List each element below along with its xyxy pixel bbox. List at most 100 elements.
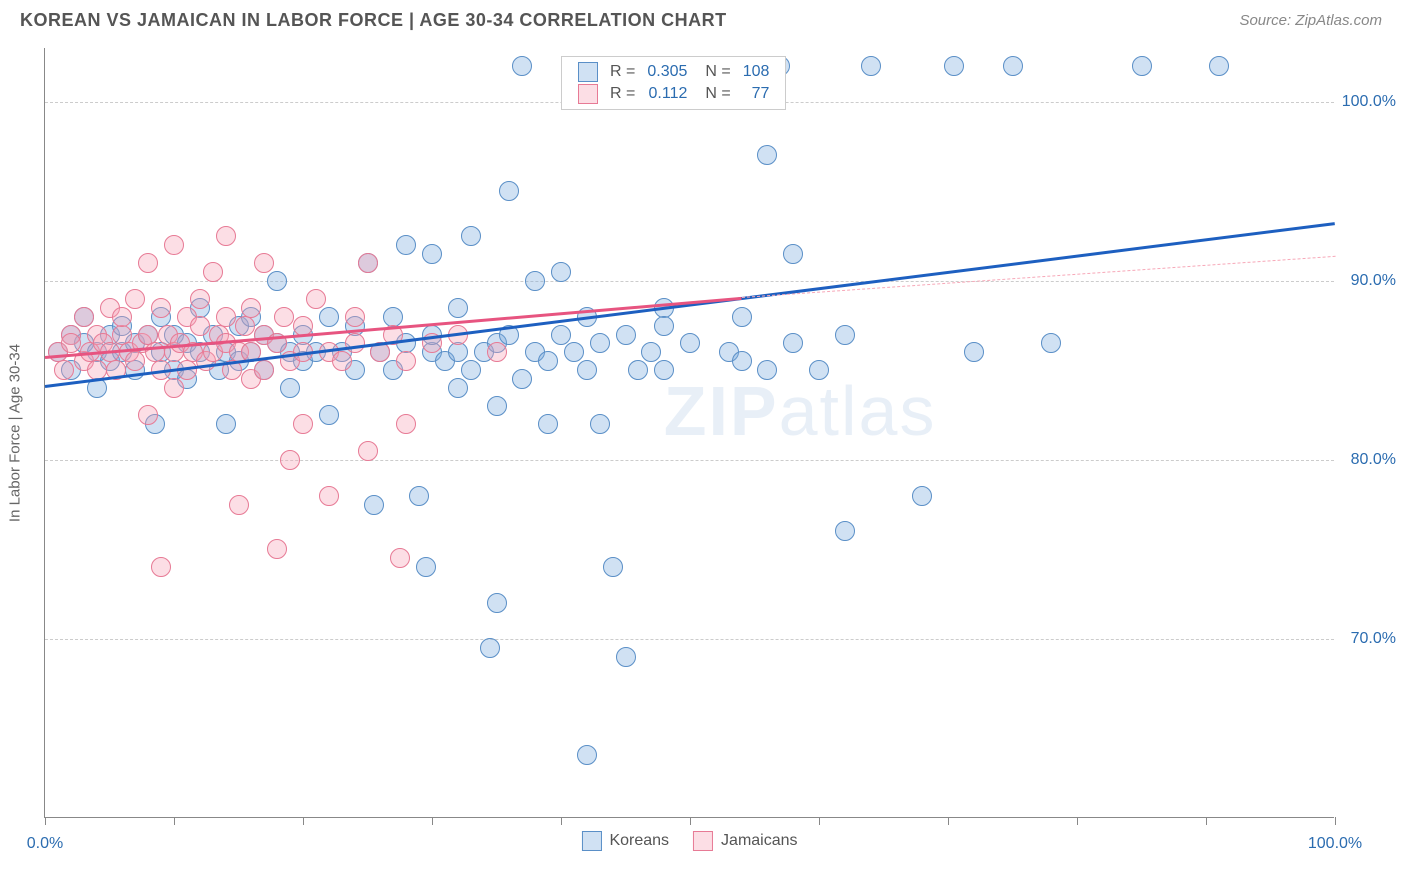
x-tick [1335,817,1336,825]
scatter-point [487,342,507,362]
legend-item: Koreans [581,831,669,851]
y-tick-label: 70.0% [1340,630,1396,648]
scatter-point [461,360,481,380]
scatter-point [964,342,984,362]
scatter-point [319,307,339,327]
scatter-point [783,333,803,353]
scatter-point [61,333,81,353]
scatter-point [125,351,145,371]
x-tick [948,817,949,825]
scatter-point [319,405,339,425]
y-tick-label: 80.0% [1340,451,1396,469]
scatter-point [538,351,558,371]
x-tick [45,817,46,825]
scatter-point [422,244,442,264]
chart-title: KOREAN VS JAMAICAN IN LABOR FORCE | AGE … [20,10,727,31]
scatter-point [487,593,507,613]
scatter-point [216,414,236,434]
grid-line [45,639,1334,640]
scatter-point [590,414,610,434]
scatter-point [151,298,171,318]
legend-item: Jamaicans [693,831,797,851]
scatter-point [757,360,777,380]
grid-line [45,460,1334,461]
y-tick-label: 100.0% [1340,93,1396,111]
scatter-point [590,333,610,353]
scatter-point [74,307,94,327]
scatter-point [603,557,623,577]
scatter-point [216,226,236,246]
scatter-point [254,360,274,380]
scatter-point [944,56,964,76]
scatter-point [306,289,326,309]
scatter-point [835,521,855,541]
y-tick-label: 90.0% [1340,272,1396,290]
scatter-point [616,647,636,667]
scatter-point [809,360,829,380]
scatter-point [448,298,468,318]
scatter-point [229,495,249,515]
scatter-point [138,253,158,273]
scatter-point [512,369,532,389]
x-tick [432,817,433,825]
scatter-point [551,325,571,345]
scatter-point [216,307,236,327]
scatter-point [138,405,158,425]
scatter-point [280,450,300,470]
scatter-point [448,378,468,398]
scatter-point [616,325,636,345]
scatter-point [274,307,294,327]
scatter-point [480,638,500,658]
scatter-point [390,548,410,568]
source-label: Source: ZipAtlas.com [1239,12,1382,29]
scatter-point [125,289,145,309]
scatter-point [861,56,881,76]
x-tick [561,817,562,825]
x-tick [690,817,691,825]
x-tick-label: 0.0% [27,835,63,853]
scatter-point [538,414,558,434]
scatter-point [267,271,287,291]
scatter-point [345,333,365,353]
x-tick [819,817,820,825]
scatter-point [487,396,507,416]
scatter-point [267,539,287,559]
scatter-point [358,253,378,273]
scatter-point [319,486,339,506]
watermark: ZIPatlas [664,371,937,451]
scatter-point [364,495,384,515]
scatter-point [235,316,255,336]
scatter-point [190,316,210,336]
x-tick [174,817,175,825]
scatter-point [732,351,752,371]
scatter-point [280,378,300,398]
scatter-point [396,351,416,371]
y-axis-title: In Labor Force | Age 30-34 [7,343,24,521]
x-tick-label: 100.0% [1308,835,1362,853]
scatter-point [293,414,313,434]
correlation-legend: R =0.305N =108R =0.112N =77 [561,56,786,110]
scatter-point [358,441,378,461]
scatter-point [564,342,584,362]
scatter-point [112,307,132,327]
scatter-point [190,289,210,309]
scatter-point [783,244,803,264]
scatter-point [654,360,674,380]
x-tick [1206,817,1207,825]
scatter-point [551,262,571,282]
scatter-point [332,351,352,371]
scatter-point [680,333,700,353]
scatter-point [577,745,597,765]
scatter-point [54,360,74,380]
scatter-point [241,298,261,318]
grid-line [45,281,1334,282]
scatter-point [396,414,416,434]
trend-line [45,222,1335,388]
x-tick [1077,817,1078,825]
scatter-point [1041,333,1061,353]
scatter-point [512,56,532,76]
scatter-point [409,486,429,506]
scatter-point [164,235,184,255]
scatter-point [641,342,661,362]
scatter-point [525,271,545,291]
